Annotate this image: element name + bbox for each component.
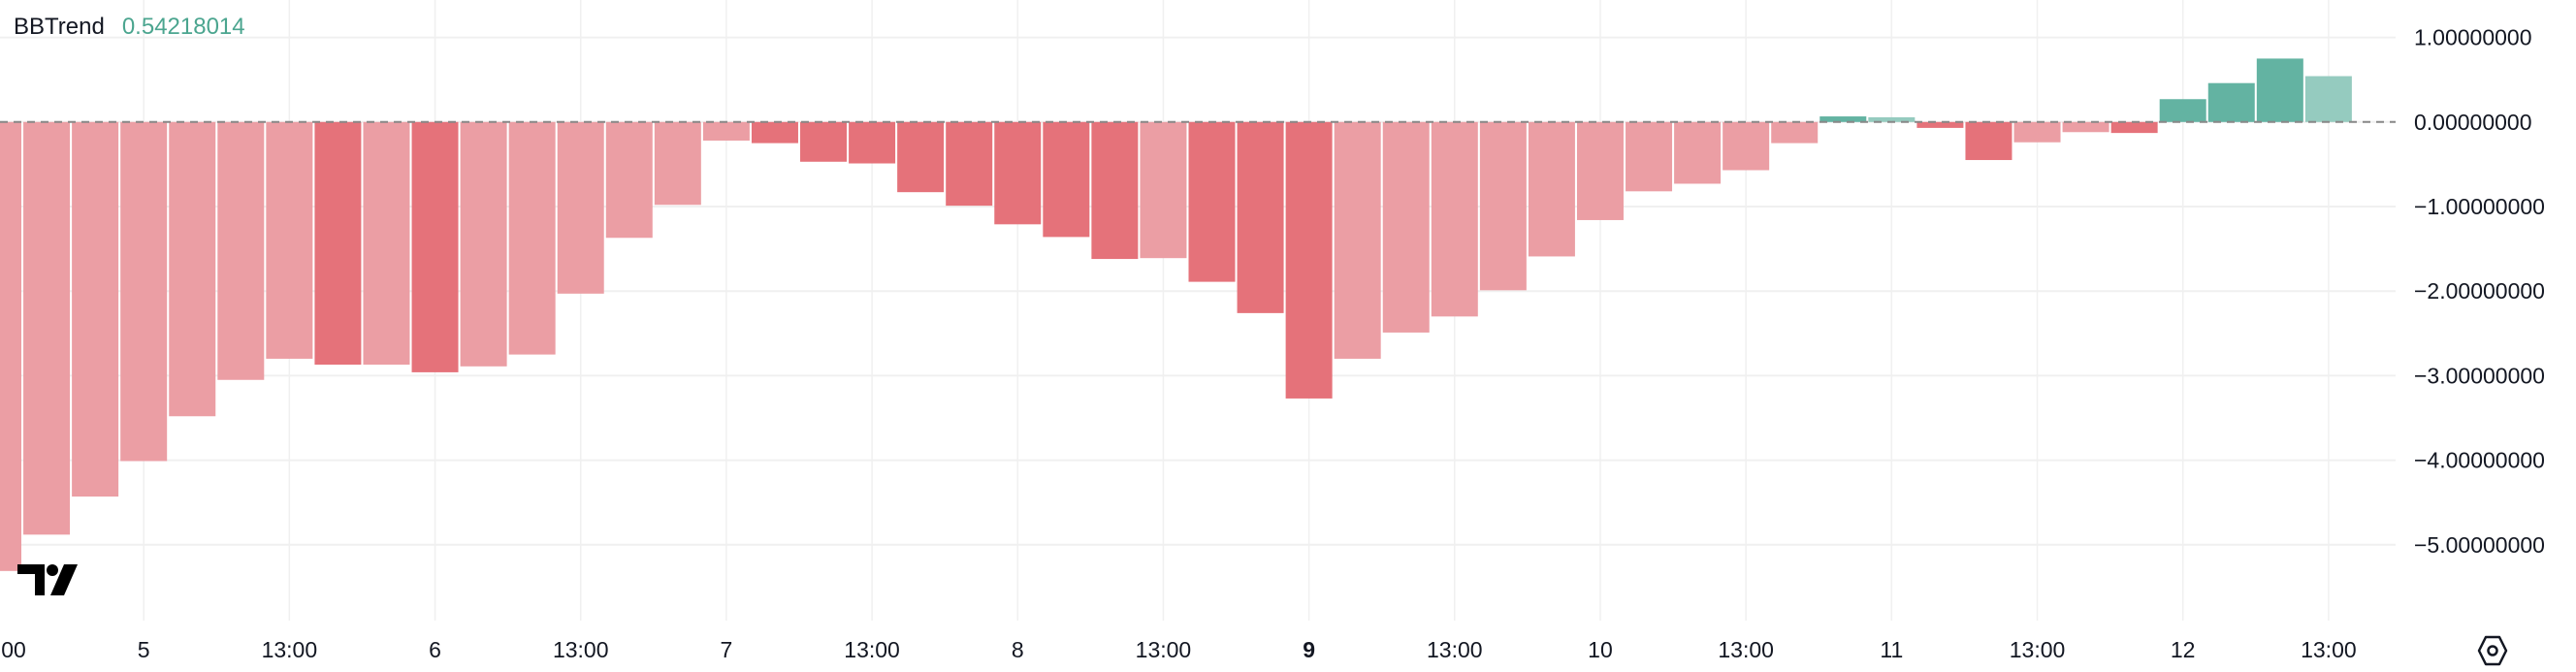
histogram-bar (897, 121, 945, 193)
x-tick-label: 8 (1012, 637, 1024, 662)
histogram-bar (1140, 121, 1187, 259)
x-tick-label: 6 (429, 637, 441, 662)
x-tick-label: 13:00 (1718, 637, 1774, 662)
x-tick-label: 13:00 (2010, 637, 2066, 662)
x-tick-label: 10 (1588, 637, 1613, 662)
x-tick-label: 13:00 (553, 637, 609, 662)
y-tick-label: −5.00000000 (2414, 532, 2545, 558)
histogram-bar (654, 121, 701, 206)
histogram-bar (460, 121, 507, 367)
tradingview-logo-icon[interactable] (17, 564, 80, 595)
x-tick-label: 9 (1303, 637, 1315, 662)
histogram-bar (1674, 121, 1722, 184)
histogram-bar (508, 121, 556, 355)
histogram-bar (217, 121, 265, 380)
histogram-bar (557, 121, 604, 294)
histogram-bar (1285, 121, 1333, 399)
histogram-bar (2110, 121, 2158, 134)
histogram-bar (1237, 121, 1284, 313)
histogram-bar (946, 121, 993, 207)
histogram-bar (1334, 121, 1381, 359)
histogram-bar (1479, 121, 1527, 291)
histogram-bar (1043, 121, 1090, 238)
histogram-bar (169, 121, 216, 417)
y-tick-label: −2.00000000 (2414, 278, 2545, 304)
histogram-bar (23, 121, 71, 535)
histogram-bar (800, 121, 848, 162)
histogram-bar (2256, 58, 2303, 122)
histogram-bars (0, 58, 2352, 571)
histogram-bar (702, 121, 750, 141)
histogram-bar (1965, 121, 2012, 161)
x-tick-label: 7 (721, 637, 733, 662)
x-tick-label: 13:00 (2301, 637, 2357, 662)
x-tick-label: 11 (1880, 637, 1903, 662)
x-tick-label: 13:00 (844, 637, 900, 662)
settings-icon[interactable] (2477, 634, 2508, 667)
x-tick-label: 12 (2171, 637, 2196, 662)
vertical-grid (143, 0, 2330, 621)
x-tick-label: 13:00 (1427, 637, 1483, 662)
histogram-bar (266, 121, 313, 359)
histogram-bar (1576, 121, 1624, 220)
x-tick-label: 13:00 (1136, 637, 1192, 662)
histogram-bar (2062, 121, 2109, 133)
indicator-name: BBTrend (14, 14, 105, 40)
histogram-bar (1626, 121, 1673, 192)
indicator-legend[interactable]: BBTrend 0.54218014 (14, 14, 245, 41)
histogram-bar (1723, 121, 1770, 171)
time-axis[interactable]: 13:00 5 13:00 6 13:00 7 13:00 8 13:00 9 13:00 10 13:… (0, 637, 2357, 662)
histogram-bar (1819, 116, 1867, 122)
x-tick-label: 5 (138, 637, 150, 662)
histogram-bar (1382, 121, 1430, 333)
histogram-bar (605, 121, 653, 239)
histogram-bar (411, 121, 459, 372)
x-tick-label: 13:00 (0, 637, 26, 662)
histogram-bar (1771, 121, 1819, 144)
histogram-bar (1916, 121, 1964, 128)
histogram-bar (1868, 116, 1916, 122)
histogram-bar (72, 121, 119, 497)
histogram-bar (1528, 121, 1575, 257)
y-tick-label: 1.00000000 (2414, 25, 2532, 50)
histogram-bar (2013, 121, 2061, 143)
x-tick-label: 13:00 (262, 637, 318, 662)
histogram-bar (2207, 82, 2255, 122)
histogram-bar (120, 121, 168, 462)
histogram-bar (994, 121, 1042, 225)
histogram-bar (363, 121, 410, 366)
histogram-bar (2304, 76, 2352, 122)
y-tick-label: −3.00000000 (2414, 363, 2545, 388)
histogram-bar (1188, 121, 1236, 282)
histogram-bar (1091, 121, 1139, 260)
indicator-value: 0.54218014 (121, 14, 245, 40)
histogram-bar (849, 121, 896, 164)
y-tick-label: −1.00000000 (2414, 194, 2545, 219)
histogram-bar (0, 121, 21, 571)
histogram-bar (1431, 121, 1478, 317)
y-tick-label: −4.00000000 (2414, 448, 2545, 473)
histogram-bar (314, 121, 362, 366)
y-tick-label: 0.00000000 (2414, 110, 2532, 135)
histogram-bar (2159, 99, 2206, 122)
price-axis[interactable]: 1.00000000 0.00000000 −1.00000000 −2.000000… (2414, 25, 2545, 558)
histogram-bar (751, 121, 798, 144)
